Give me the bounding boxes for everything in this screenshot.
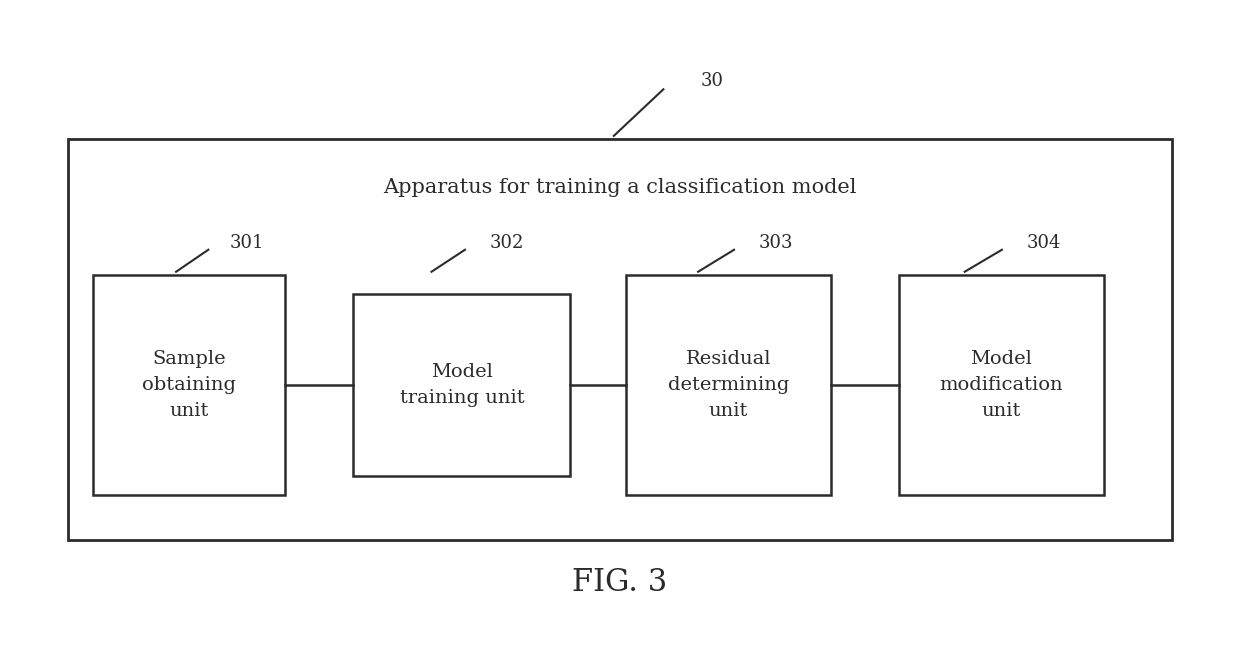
Text: 304: 304: [1027, 234, 1061, 252]
Bar: [899, 275, 1104, 495]
Bar: [626, 275, 831, 495]
Text: 301: 301: [229, 234, 264, 252]
Text: 303: 303: [759, 234, 794, 252]
Text: Sample
obtaining
unit: Sample obtaining unit: [143, 349, 236, 421]
Text: Model
modification
unit: Model modification unit: [940, 349, 1063, 421]
Bar: [93, 275, 285, 495]
Text: 30: 30: [701, 72, 724, 90]
Text: 302: 302: [490, 234, 525, 252]
Text: FIG. 3: FIG. 3: [573, 567, 667, 598]
Bar: [68, 139, 1172, 540]
Text: Apparatus for training a classification model: Apparatus for training a classification …: [383, 178, 857, 197]
Text: Model
training unit: Model training unit: [399, 363, 525, 407]
Bar: [353, 294, 570, 476]
Text: Residual
determining
unit: Residual determining unit: [668, 349, 789, 421]
